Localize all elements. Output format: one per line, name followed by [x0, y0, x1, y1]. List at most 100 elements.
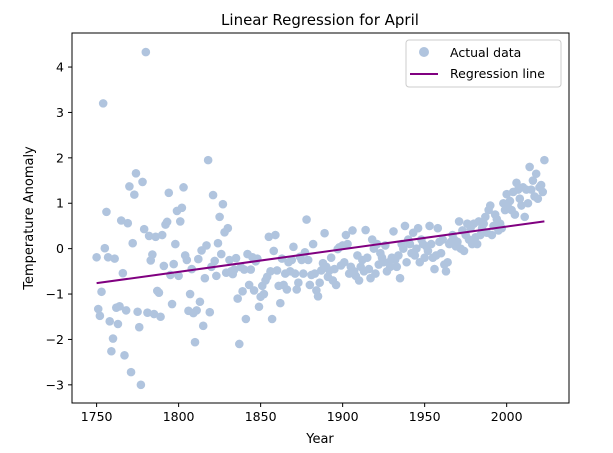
data-point	[459, 246, 469, 256]
data-point	[205, 307, 215, 317]
data-point	[271, 230, 280, 240]
data-point	[528, 176, 538, 185]
data-point	[235, 339, 244, 349]
legend-label-regression: Regression line	[450, 66, 545, 81]
data-point	[479, 219, 489, 228]
data-point	[125, 182, 134, 191]
data-point	[98, 99, 108, 108]
data-point	[413, 223, 423, 233]
data-point	[276, 298, 285, 308]
data-point	[512, 178, 521, 188]
data-point	[330, 264, 339, 274]
data-point	[93, 304, 103, 314]
data-point	[502, 189, 511, 199]
data-point	[472, 239, 482, 249]
data-point	[326, 253, 336, 263]
data-point	[400, 221, 410, 231]
data-point	[113, 319, 123, 329]
data-point	[174, 271, 183, 281]
data-point	[138, 177, 147, 187]
data-point	[303, 255, 313, 265]
data-point	[120, 351, 129, 360]
data-point	[105, 316, 115, 326]
data-point	[402, 257, 411, 267]
data-point	[246, 265, 256, 274]
data-point	[441, 267, 451, 276]
data-point	[259, 289, 269, 299]
data-point	[525, 162, 534, 172]
data-point	[118, 268, 128, 278]
data-point	[208, 190, 218, 200]
data-point	[354, 276, 364, 285]
data-point	[385, 262, 395, 272]
data-point	[103, 252, 113, 262]
data-point	[282, 285, 292, 294]
plot-area	[71, 32, 570, 404]
scatter-points	[92, 47, 549, 390]
data-point	[505, 196, 515, 206]
data-point	[292, 285, 302, 294]
data-point	[195, 297, 205, 307]
data-point	[218, 199, 228, 209]
data-point	[523, 198, 533, 208]
data-point	[433, 223, 443, 233]
data-point	[143, 308, 152, 317]
data-point	[538, 187, 548, 197]
plot-border	[71, 32, 570, 404]
data-point	[156, 312, 165, 322]
y-tick-label: −2	[46, 332, 64, 347]
data-point	[213, 238, 223, 248]
data-point	[175, 217, 185, 226]
data-point	[436, 248, 446, 258]
data-point	[298, 269, 308, 278]
data-point	[230, 265, 239, 274]
data-point	[144, 231, 154, 241]
data-point	[364, 264, 374, 274]
data-point	[540, 155, 549, 165]
data-point	[341, 230, 351, 240]
data-point	[302, 215, 311, 224]
data-point	[313, 292, 323, 301]
data-point	[97, 287, 106, 297]
x-tick-label: 2000	[491, 409, 523, 424]
legend-box	[405, 39, 562, 88]
data-point	[294, 278, 303, 287]
data-point	[123, 218, 133, 228]
x-tick-label: 1850	[245, 409, 277, 424]
x-tick-label: 1900	[327, 409, 359, 424]
data-point	[517, 201, 526, 210]
data-point	[102, 207, 111, 217]
data-point	[310, 269, 320, 278]
y-tick-label: 0	[56, 241, 64, 256]
data-point	[100, 243, 110, 253]
data-point	[420, 253, 429, 263]
x-tick-label: 1800	[163, 409, 195, 424]
data-point	[110, 254, 119, 263]
data-point	[287, 255, 297, 265]
data-point	[425, 221, 434, 231]
data-point	[190, 337, 200, 347]
data-point	[249, 286, 259, 295]
data-point	[164, 188, 174, 198]
legend-label-actual: Actual data	[450, 45, 521, 60]
data-point	[305, 280, 315, 290]
data-point	[320, 228, 329, 238]
data-point	[108, 334, 118, 343]
data-point	[430, 264, 439, 274]
data-point	[267, 314, 277, 324]
legend-scatter-marker	[419, 47, 429, 57]
data-point	[264, 232, 274, 242]
data-point	[454, 217, 464, 226]
data-point	[128, 238, 137, 248]
data-point	[510, 210, 520, 219]
x-tick-label: 1950	[409, 409, 441, 424]
data-point	[139, 224, 149, 234]
data-point	[244, 280, 254, 290]
data-point	[107, 346, 116, 356]
data-point	[272, 266, 282, 275]
data-point	[157, 230, 167, 240]
data-point	[266, 267, 275, 276]
data-point	[239, 265, 249, 274]
y-tick-label: 3	[56, 105, 64, 120]
data-point	[162, 217, 172, 227]
